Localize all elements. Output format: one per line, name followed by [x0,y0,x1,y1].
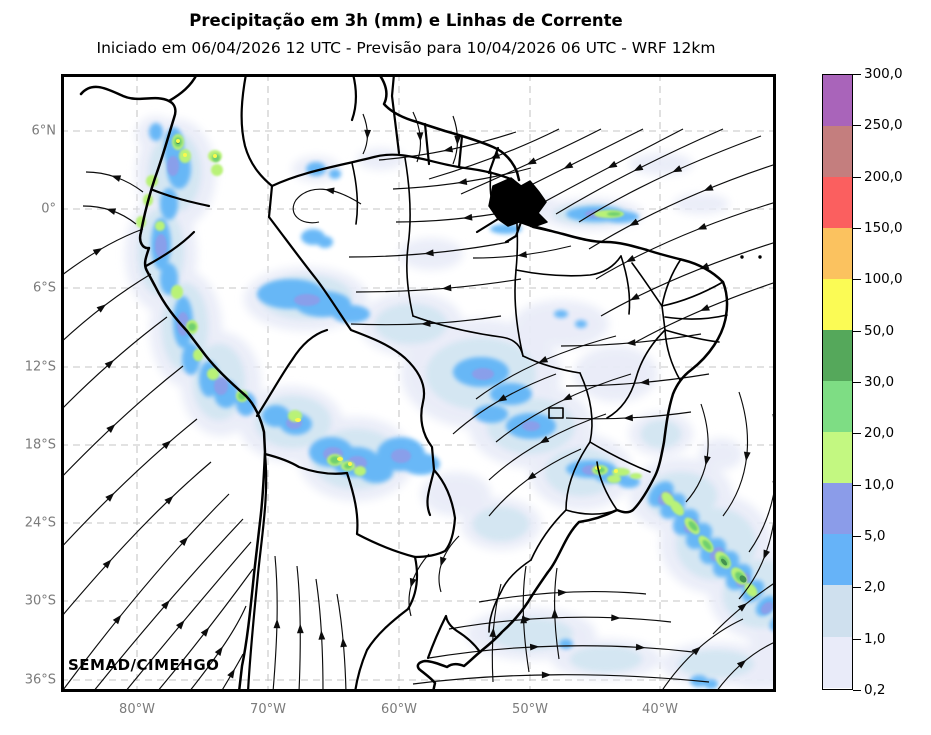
colorbar-segment [823,75,852,127]
lat-tick-label: 6°N [31,123,57,139]
colorbar-tick [853,587,861,589]
colorbar-tick-label: 100,0 [864,271,903,288]
lat-tick-label: 30°S [24,593,56,609]
colorbar-tick [853,176,861,178]
colorbar-segment [823,279,852,331]
lon-tick-label: 70°W [250,702,286,717]
colorbar-tick [853,536,861,537]
lon-tick-label: 50°W [512,702,548,717]
map-svg [61,74,776,692]
colorbar-tick [853,690,861,691]
colorbar-segment [823,636,852,688]
colorbar-segment [823,126,852,178]
lon-tick-label: 40°W [642,702,678,717]
colorbar-tick [853,330,861,332]
colorbar-tick-label: 300,0 [864,66,903,82]
colorbar-tick [853,74,861,75]
colorbar-tick [853,638,861,640]
colorbar-tick-label: 5,0 [864,528,886,544]
lat-tick-label: 6°S [32,280,56,296]
map-frame [61,74,776,692]
colorbar-segment [823,228,852,280]
colorbar-segment [823,585,852,637]
colorbar-tick-label: 250,0 [864,117,903,134]
colorbar-tick [853,279,861,281]
colorbar-tick [853,484,861,486]
lon-tick-label: 60°W [381,702,417,717]
colorbar-tick-label: 10,0 [864,476,895,493]
streamlines [61,111,776,692]
lon-tick-label: 80°W [119,702,155,717]
colorbar-tick-label: 0,2 [864,682,886,698]
watermark: SEMAD/CIMEHGO [68,656,220,674]
colorbar-tick-label: 20,0 [864,425,895,442]
colorbar-segment [823,534,852,586]
colorbar-tick-label: 2,0 [864,579,886,596]
page-subtitle: Iniciado em 06/04/2026 12 UTC - Previsão… [96,39,716,57]
colorbar-tick [853,125,861,127]
colorbar-tick [853,382,861,383]
colorbar-tick [853,433,861,435]
colorbar-tick-label: 1,0 [864,630,886,647]
colorbar-segment [823,177,852,229]
lat-tick-label: 18°S [24,437,56,453]
map-plot-area: SEMAD/CIMEHGO [61,74,776,692]
colorbar-segment [823,432,852,484]
colorbar [822,74,853,690]
colorbar-segment [823,330,852,382]
lat-tick-label: 24°S [24,515,56,531]
colorbar-tick [853,228,861,229]
colorbar-segment [823,381,852,433]
colorbar-tick-label: 150,0 [864,220,903,236]
colorbar-tick-label: 200,0 [864,168,903,185]
lat-tick-label: 36°S [24,672,56,688]
lat-tick-label: 0° [41,201,56,217]
page-title: Precipitação em 3h (mm) e Linhas de Corr… [189,11,623,30]
lat-tick-label: 12°S [24,359,56,375]
colorbar-segment [823,483,852,535]
colorbar-tick-label: 30,0 [864,374,895,390]
colorbar-tick-label: 50,0 [864,322,895,339]
